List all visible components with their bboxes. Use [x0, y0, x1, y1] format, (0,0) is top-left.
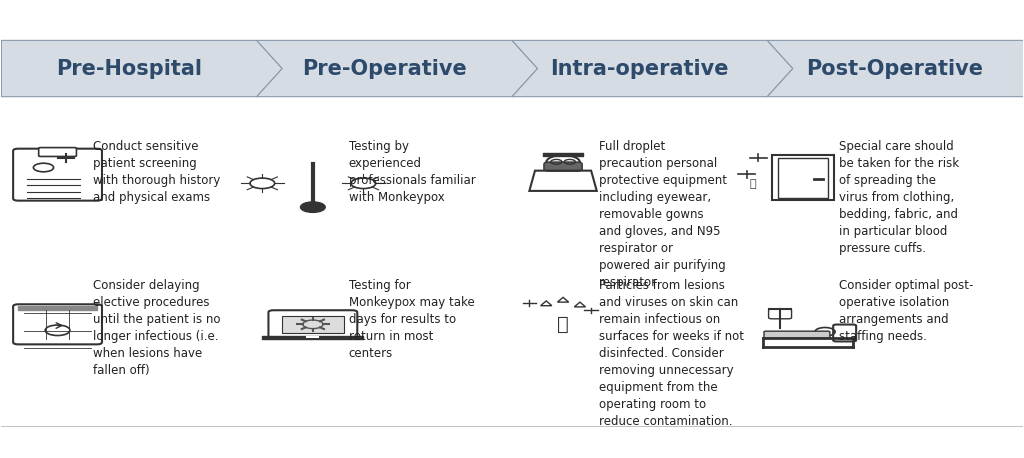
FancyBboxPatch shape [39, 147, 77, 157]
Text: Pre-Hospital: Pre-Hospital [56, 59, 202, 78]
Text: ✋: ✋ [750, 179, 756, 189]
Polygon shape [1, 40, 283, 97]
Text: Pre-Operative: Pre-Operative [302, 59, 467, 78]
FancyBboxPatch shape [13, 149, 102, 201]
Text: Intra-operative: Intra-operative [551, 59, 729, 78]
Text: Special care should
be taken for the risk
of spreading the
virus from clothing,
: Special care should be taken for the ris… [839, 140, 958, 255]
Text: Consider optimal post-
operative isolation
arrangements and
staffing needs.: Consider optimal post- operative isolati… [839, 278, 973, 343]
Text: Consider delaying
elective procedures
until the patient is no
longer infectious : Consider delaying elective procedures un… [93, 278, 221, 376]
Text: Testing for
Monkeypox may take
days for results to
return in most
centers: Testing for Monkeypox may take days for … [348, 278, 474, 360]
Polygon shape [257, 40, 538, 97]
Circle shape [300, 202, 326, 213]
Text: Full droplet
precaution personal
protective equipment
including eyewear,
removab: Full droplet precaution personal protect… [599, 140, 727, 289]
Text: Conduct sensitive
patient screening
with thorough history
and physical exams: Conduct sensitive patient screening with… [93, 140, 221, 204]
FancyBboxPatch shape [282, 316, 344, 333]
Text: Testing by
experienced
professionals familiar
with Monkeypox: Testing by experienced professionals fam… [348, 140, 475, 204]
FancyBboxPatch shape [13, 304, 102, 344]
FancyBboxPatch shape [764, 331, 829, 338]
Polygon shape [767, 40, 1024, 97]
Polygon shape [512, 40, 793, 97]
Text: 🤲: 🤲 [557, 315, 569, 334]
Text: Post-Operative: Post-Operative [807, 59, 983, 78]
FancyBboxPatch shape [544, 162, 583, 171]
Text: Particles from lesions
and viruses on skin can
remain infectious on
surfaces for: Particles from lesions and viruses on sk… [599, 278, 743, 428]
